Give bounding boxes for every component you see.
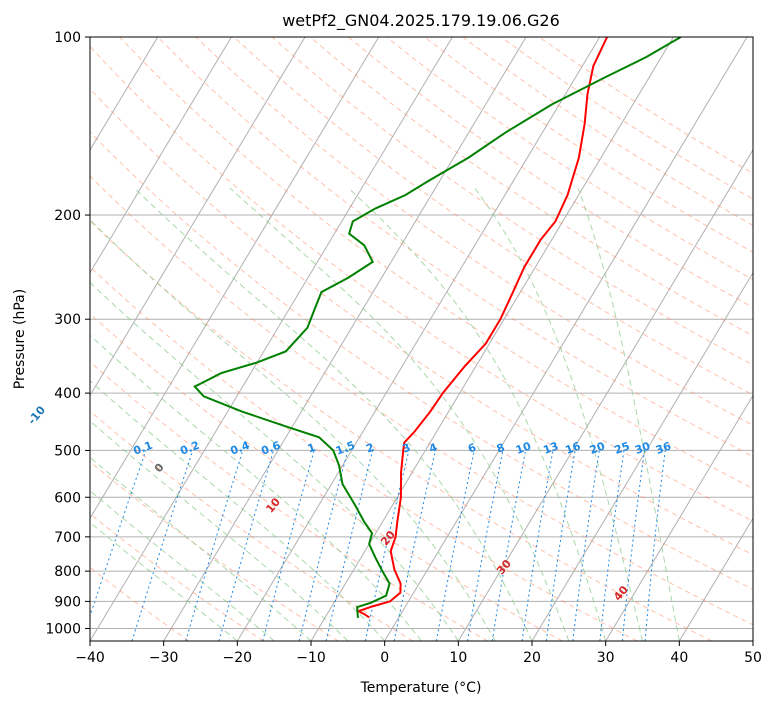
- y-tick-label: 200: [54, 208, 81, 224]
- mixing-ratio-label: 0.4: [229, 439, 252, 458]
- mixing-ratio-label: 16: [564, 439, 583, 457]
- dry-adiabat-line: [90, 131, 753, 590]
- mixing-ratio-label: 2: [364, 441, 376, 456]
- mixing-ratio-label: 20: [588, 439, 607, 457]
- isotherm-line: [90, 37, 453, 641]
- moist-adiabat-line: [90, 219, 496, 641]
- y-axis-label: Pressure (hPa): [12, 289, 28, 389]
- mixing-ratio-label: 0.6: [259, 439, 282, 458]
- mixing-ratio-line: [218, 450, 275, 641]
- temperature-profile-line: [355, 37, 609, 619]
- mixing-ratio-label: 0.2: [178, 439, 201, 458]
- moist-adiabat-line: [90, 380, 386, 641]
- isotherm-line: [90, 37, 159, 151]
- dry-adiabat-line: [90, 513, 264, 641]
- y-tick-label: 800: [54, 564, 81, 580]
- moist-adiabat-line: [90, 334, 422, 641]
- mixing-ratio-label: 10: [514, 439, 533, 457]
- isotherm-line: [236, 37, 601, 641]
- y-tick-label: 500: [54, 443, 81, 459]
- x-tick-label: 20: [523, 650, 541, 666]
- isotherm-line: [90, 37, 306, 397]
- isotherm-line: [605, 394, 753, 641]
- mixing-ratio-label: 6: [466, 441, 478, 456]
- y-tick-label: 400: [54, 386, 81, 402]
- mixing-ratio-label: 3: [401, 441, 413, 456]
- x-tick-label: 10: [449, 650, 467, 666]
- moist-adiabat-line: [90, 521, 238, 641]
- moist-adiabat-line: [229, 187, 570, 641]
- chart-title: wetPf2_GN04.2025.179.19.06.G26: [282, 11, 560, 31]
- isotherm-line: [90, 37, 380, 520]
- plot-frame: [89, 36, 754, 642]
- mixing-ratio-line: [393, 450, 436, 641]
- mixing-ratio-line: [325, 450, 374, 641]
- y-tick-label: 900: [54, 594, 81, 610]
- dewpoint-profile-line: [193, 37, 682, 619]
- y-tick-label: 100: [54, 30, 81, 46]
- dry-adiabat-line: [271, 37, 753, 366]
- mixing-ratio-line: [364, 450, 410, 641]
- dry-adiabat-line: [90, 266, 638, 641]
- x-tick-label: 30: [597, 650, 615, 666]
- y-tick-label: 700: [54, 530, 81, 546]
- x-tick-label: 40: [670, 650, 688, 666]
- dry-adiabat-line: [90, 313, 563, 641]
- x-tick-label: −30: [149, 650, 179, 666]
- x-tick-label: −20: [223, 650, 253, 666]
- mixing-ratio-label: 1: [306, 441, 318, 456]
- mixing-ratio-label: 4: [427, 441, 439, 456]
- dry-adiabat-line: [90, 45, 753, 522]
- x-tick-label: 0: [380, 650, 389, 666]
- moist-adiabat-line: [348, 187, 607, 641]
- dry-adiabat-line: [90, 361, 488, 641]
- dry-adiabat-line: [90, 175, 753, 626]
- isotherm-line: [90, 37, 232, 274]
- isotherm-line: [457, 148, 753, 641]
- mixing-ratio-label: 25: [613, 439, 632, 456]
- moist-adiabat-line: [90, 420, 349, 641]
- isotherm-line: [531, 271, 753, 641]
- mixing-ratio-line: [185, 450, 244, 641]
- x-tick-label: −10: [296, 650, 326, 666]
- moist-adiabat-line: [474, 187, 643, 641]
- y-tick-label: 600: [54, 490, 81, 506]
- dry-adiabat-line: [348, 37, 753, 309]
- mixing-ratio-label: 30: [633, 439, 652, 457]
- x-axis-label: Temperature (°C): [360, 680, 482, 696]
- isotherm-line: [678, 517, 753, 641]
- moist-adiabat-line: [90, 281, 459, 641]
- mixing-ratio-label: 13: [541, 439, 560, 456]
- x-tick-label: −40: [75, 650, 105, 666]
- isotherm-line: [163, 37, 527, 641]
- dry-adiabat-line: [157, 37, 753, 458]
- moist-adiabat-line: [133, 187, 533, 641]
- mixing-ratio-label: 8: [495, 441, 507, 456]
- dry-adiabat-line: [90, 220, 712, 641]
- mixing-ratio-line: [131, 450, 194, 641]
- y-tick-label: 1000: [45, 621, 81, 637]
- mixing-ratio-line: [435, 450, 475, 641]
- moist-adiabat-line: [90, 456, 312, 641]
- axis-ticks: −40 −30 −20 −10 0 10 20 30 40 5010020030040050060…: [45, 30, 762, 666]
- mixing-ratio-line: [90, 450, 147, 618]
- mixing-ratio-line: [298, 450, 349, 641]
- dry-adiabat-line: [119, 37, 753, 489]
- dry-adiabat-line: [233, 37, 753, 396]
- isotherm-line: [384, 37, 748, 641]
- y-tick-label: 300: [54, 312, 81, 328]
- mixing-ratio-label: 1.5: [334, 439, 357, 458]
- plot-area: [90, 37, 753, 641]
- mixing-ratio-label: 0.1: [132, 439, 155, 458]
- mixing-ratio-label: 36: [654, 439, 673, 457]
- mixing-ratio-line: [262, 450, 315, 641]
- x-tick-label: 50: [744, 650, 762, 666]
